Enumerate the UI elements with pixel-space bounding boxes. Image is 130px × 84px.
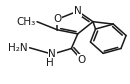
Text: H₂N: H₂N [8, 43, 28, 53]
Text: CH₃: CH₃ [17, 17, 36, 27]
Text: N: N [74, 6, 82, 16]
Text: N: N [48, 49, 56, 59]
Text: H: H [46, 58, 54, 68]
Text: O: O [53, 14, 61, 24]
Text: O: O [77, 55, 86, 65]
